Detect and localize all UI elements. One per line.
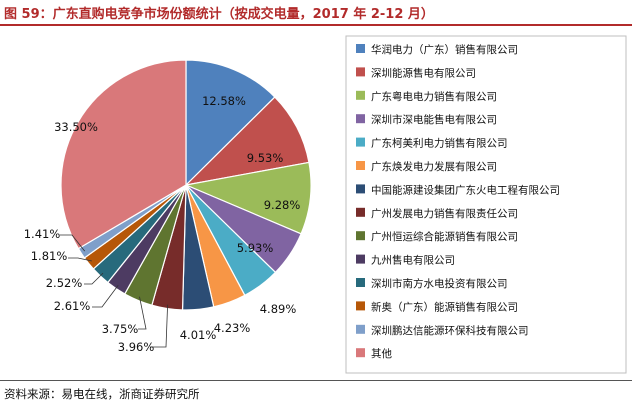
slice-data-label: 9.28%	[264, 198, 301, 212]
footer-rule	[0, 380, 632, 381]
legend-swatch	[356, 161, 365, 170]
pie-chart: 12.58% 9.53% 9.28% 5.93% 4.89% 4.23%4.01% 3.96…	[24, 35, 627, 374]
leader-line	[68, 257, 92, 262]
data-labels: 12.58% 9.53% 9.28% 5.93% 4.89% 4.23%4.01% 3.96…	[24, 94, 301, 354]
leader-line	[150, 304, 168, 348]
pie-slice	[185, 59, 276, 187]
legend-swatch	[356, 184, 365, 194]
slice-data-label: 33.50%	[54, 120, 98, 134]
legend-swatch	[356, 114, 365, 124]
leader-lines	[60, 234, 168, 348]
legend-swatch	[356, 254, 365, 264]
leader-line	[138, 296, 147, 330]
legend-swatch	[356, 278, 365, 287]
pie-slice	[184, 96, 310, 186]
source-note: 资料来源：易电在线，浙商证券研究所	[4, 387, 200, 401]
legend-label: 九州售电有限公司	[371, 254, 455, 267]
slice-data-label: 1.41%	[24, 227, 61, 241]
legend-swatch	[356, 207, 365, 217]
leader-line	[84, 272, 104, 285]
legend-label: 华润电力（广东）销售有限公司	[371, 43, 518, 56]
legend-swatch	[356, 137, 365, 147]
legend: 华润电力（广东）销售有限公司深圳能源售电有限公司广东粤电电力销售有限公司深圳市深…	[356, 43, 560, 360]
pie-slices	[60, 59, 312, 311]
slice-data-label: 4.23%	[214, 321, 251, 335]
legend-swatch	[356, 90, 365, 100]
legend-swatch	[356, 324, 365, 334]
legend-swatch	[356, 67, 365, 77]
legend-label: 广州恒运综合能源销售有限公司	[371, 230, 518, 243]
legend-label: 广东焕发电力发展有限公司	[371, 160, 497, 173]
slice-data-label: 4.89%	[260, 302, 297, 316]
legend-swatch	[356, 301, 365, 311]
slice-data-label: 3.96%	[118, 340, 155, 354]
slice-data-label: 3.75%	[102, 322, 139, 336]
slice-data-label: 5.93%	[237, 241, 274, 255]
pie-slice	[60, 59, 187, 250]
legend-label: 深圳市深电能售电有限公司	[371, 113, 497, 126]
legend-label: 广东柯美利电力销售有限公司	[371, 137, 508, 150]
legend-label: 深圳市南方水电投资有限公司	[371, 277, 508, 290]
leader-line	[92, 285, 119, 308]
legend-swatch	[356, 348, 365, 358]
legend-label: 中国能源建设集团广东火电工程有限公司	[371, 183, 560, 196]
slice-data-label: 2.61%	[54, 299, 91, 313]
legend-label: 深圳鹏达信能源环保科技有限公司	[371, 324, 529, 337]
slice-data-label: 4.01%	[180, 328, 217, 342]
slice-data-label: 12.58%	[202, 94, 246, 108]
legend-label: 深圳能源售电有限公司	[371, 66, 476, 79]
legend-label: 广东粤电电力销售有限公司	[371, 90, 497, 103]
slice-data-label: 2.52%	[46, 276, 83, 290]
leader-line	[60, 234, 86, 252]
legend-swatch	[356, 44, 365, 53]
title-bar: 图 59：广东直购电竞争市场份额统计（按成交电量，2017 年 2-12 月）	[0, 0, 632, 26]
chart-title: 图 59：广东直购电竞争市场份额统计（按成交电量，2017 年 2-12 月）	[4, 7, 434, 22]
legend-label: 广州发展电力销售有限责任公司	[371, 207, 518, 220]
legend-label: 其他	[371, 347, 392, 360]
legend-label: 新奥（广东）能源销售有限公司	[371, 300, 518, 313]
slice-data-label: 9.53%	[247, 151, 284, 165]
legend-swatch	[356, 231, 365, 241]
legend-box	[345, 35, 627, 374]
slice-data-label: 1.81%	[31, 249, 68, 263]
